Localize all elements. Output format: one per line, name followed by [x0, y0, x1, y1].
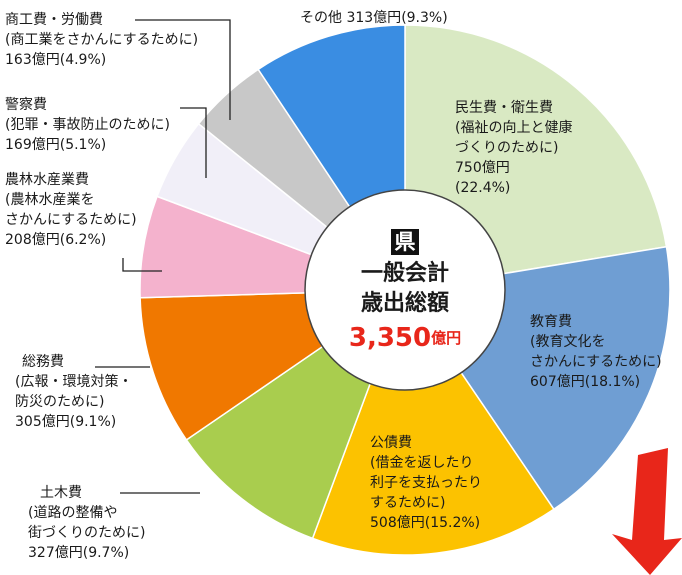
decor-arrow — [612, 448, 682, 575]
slice-label: (商工業をさかんにするために) — [5, 32, 198, 48]
label-part: 民生費・衛生費 — [455, 100, 553, 116]
label-part: 169億円 — [5, 137, 60, 153]
slice-label: するために) — [370, 495, 445, 511]
label-part: (22.4%) — [455, 180, 510, 196]
label-part: (9.7%) — [83, 545, 130, 561]
slice-label: 750億円 — [455, 160, 510, 176]
label-part: 農林水産業費 — [5, 172, 89, 188]
label-part: (9.3%) — [401, 10, 448, 26]
label-part: (教育文化を — [530, 334, 605, 350]
label-part: 街づくりのために) — [28, 525, 145, 541]
slice-label: 土木費 — [40, 485, 82, 501]
slice-label: さかんにするために) — [5, 212, 137, 228]
slice-label: 305億円(9.1%) — [15, 414, 116, 430]
slice-label: 総務費 — [22, 354, 64, 370]
label-part: 公債費 — [370, 435, 412, 451]
label-part: その他 — [300, 10, 342, 26]
slice-label: 163億円(4.9%) — [5, 52, 106, 68]
label-part: 305億円 — [15, 414, 70, 430]
label-part: さかんにするために) — [5, 212, 137, 228]
slice-label: (借金を返したり — [370, 455, 473, 471]
slice-label: 街づくりのために) — [28, 525, 145, 541]
label-part: さかんにするために) — [530, 354, 662, 370]
label-part: 警察費 — [5, 96, 47, 113]
label-part: 163億円 — [5, 52, 60, 68]
slice-label: 警察費 — [5, 96, 47, 113]
slice-label: (農林水産業を — [5, 192, 94, 208]
slice-label: さかんにするために) — [530, 354, 662, 370]
label-part: 総務費 — [22, 354, 64, 370]
label-part: 208億円 — [5, 232, 60, 248]
center-mark-box — [391, 229, 419, 255]
center-hole — [304, 189, 506, 391]
label-part: (福祉の向上と健康 — [455, 119, 572, 136]
label-part: 商工費・労働費 — [5, 12, 103, 28]
slice-label: (広報・環境対策・ — [15, 373, 132, 390]
slice-label: 民生費・衛生費 — [455, 100, 553, 116]
label-part: (9.1%) — [70, 414, 117, 430]
slice-label: 169億円(5.1%) — [5, 137, 106, 153]
label-part: づくりのために) — [455, 140, 558, 156]
slice-label: 防災のために) — [15, 394, 104, 410]
label-part: 利子を支払ったり — [370, 475, 482, 491]
slice-label: 利子を支払ったり — [370, 475, 482, 491]
label-part: 土木費 — [40, 485, 82, 501]
center-total: 3,350億円 — [349, 323, 461, 353]
total: 3,350 — [349, 323, 431, 353]
label-part: 327億円 — [28, 545, 83, 561]
label-part: 教育費 — [530, 314, 572, 330]
label-part: 508億円 — [370, 515, 425, 531]
label-part: (道路の整備や — [28, 505, 117, 521]
center-title: 一般会計 — [361, 260, 449, 286]
slice-label: 商工費・労働費 — [5, 12, 103, 28]
label-part: (15.2%) — [425, 515, 480, 531]
label-part: (犯罪・事故防止のために) — [5, 117, 170, 133]
slices — [139, 24, 671, 556]
slice-label: (犯罪・事故防止のために) — [5, 117, 170, 133]
label-part: (4.9%) — [60, 52, 107, 68]
label-part: (農林水産業を — [5, 192, 94, 208]
slice-label: (22.4%) — [455, 180, 510, 196]
slice-label: 公債費 — [370, 435, 412, 451]
slice-label: づくりのために) — [455, 140, 558, 156]
slice — [311, 288, 555, 556]
label-part: (広報・環境対策・ — [15, 373, 132, 390]
slice-label: 327億円(9.7%) — [28, 545, 129, 561]
label-part: (6.2%) — [60, 232, 107, 248]
slice-label: 教育費 — [530, 314, 572, 330]
slice-label: 508億円(15.2%) — [370, 515, 480, 531]
label-part: 313億円 — [346, 10, 401, 26]
slice-label: 農林水産業費 — [5, 172, 89, 188]
center-mark: 県 — [395, 230, 416, 254]
label-part: 750億円 — [455, 160, 510, 176]
center-title: 歳出総額 — [361, 290, 449, 316]
slice-label: (教育文化を — [530, 334, 605, 350]
slice-label: その他 313億円(9.3%) — [300, 10, 448, 26]
label-part: 防災のために) — [15, 394, 104, 410]
label-part: するために) — [370, 495, 445, 511]
leader-line — [135, 19, 231, 120]
slice-label: 607億円(18.1%) — [530, 374, 640, 390]
label-part: (5.1%) — [60, 137, 107, 153]
label-part: (借金を返したり — [370, 455, 473, 471]
total-unit: 億円 — [431, 329, 461, 347]
slice-label: (道路の整備や — [28, 505, 117, 521]
label-part: (18.1%) — [585, 374, 640, 390]
leader-line — [122, 258, 162, 272]
label-part: 607億円 — [530, 374, 585, 390]
leader-line — [180, 107, 207, 178]
slice-label: 208億円(6.2%) — [5, 232, 106, 248]
slice-label: (福祉の向上と健康 — [455, 119, 572, 136]
label-part: (商工業をさかんにするために) — [5, 32, 198, 48]
